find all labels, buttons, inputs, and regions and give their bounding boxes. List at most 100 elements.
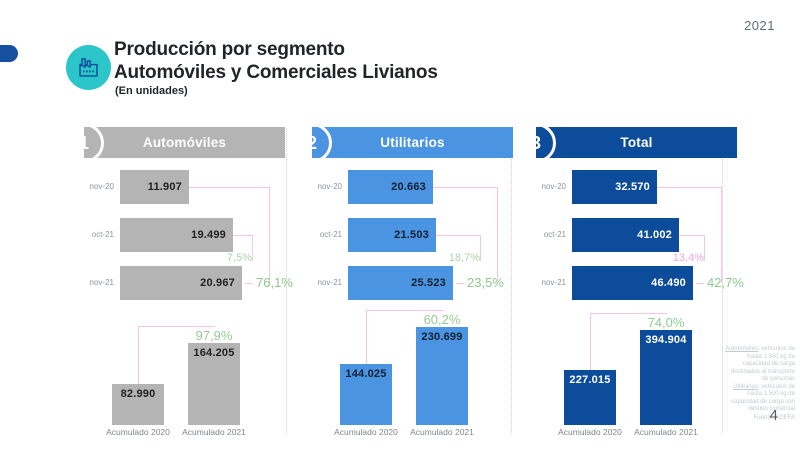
accumulated-bar-chart: 74,0% 227.015 394.904 Acumulado 2020 Acu…	[514, 306, 742, 444]
bar-acumulado-2020: 227.015	[564, 370, 616, 425]
row-label: nov-21	[541, 278, 566, 287]
bar-oct-21: 21.503	[348, 218, 436, 252]
connector-line	[233, 235, 252, 236]
bar-value: 144.025	[345, 368, 387, 380]
panel-divider	[722, 128, 723, 434]
bar-value: 25.523	[411, 277, 446, 289]
axis-label: Acumulado 2021	[410, 427, 474, 437]
row-label: oct-21	[543, 230, 566, 239]
year-badge: 2021	[744, 18, 775, 33]
connector-line	[436, 235, 480, 236]
connector-line	[497, 187, 498, 283]
bar-value: 394.904	[645, 334, 687, 346]
change-label-yoy: 23,5%	[467, 275, 504, 290]
change-label-accumulated: 60,2%	[423, 312, 461, 327]
change-label-accumulated: 74,0%	[647, 315, 685, 330]
page-number: 4	[769, 407, 778, 424]
factory-icon	[66, 45, 111, 90]
accumulated-bar-chart: 97,9% 82.990 164.205 Acumulado 2020 Acum…	[62, 306, 290, 444]
bracket-line	[590, 313, 667, 314]
axis-label: Acumulado 2021	[182, 427, 246, 437]
change-label-yoy: 42,7%	[707, 275, 744, 290]
panel-title: Automóviles	[84, 127, 285, 158]
axis-label: Acumulado 2020	[106, 427, 170, 437]
bracket-line	[138, 326, 139, 384]
monthly-bar-chart: nov-20 oct-21 nov-21 32.570 41.002 46.49…	[514, 166, 744, 306]
connector-line	[269, 187, 270, 283]
change-label-accumulated: 97,9%	[195, 328, 233, 343]
bar-acumulado-2021: 230.699	[416, 327, 468, 425]
connector-line	[189, 187, 269, 188]
accumulated-bar-chart: 60,2% 144.025 230.699 Acumulado 2020 Acu…	[290, 306, 518, 444]
bar-value: 230.699	[421, 331, 463, 343]
connector-line	[657, 187, 721, 188]
footnote: Automóviles: vehículos de hasta 1.500 kg…	[723, 346, 795, 422]
bar-value: 20.967	[200, 277, 235, 289]
bar-value: 227.015	[569, 374, 611, 386]
bar-value: 20.663	[391, 181, 426, 193]
row-label: nov-21	[89, 278, 114, 287]
bracket-line	[366, 310, 443, 311]
bar-nov-21: 46.490	[572, 266, 693, 300]
connector-line	[696, 283, 704, 284]
panel-number-badge: 3	[516, 123, 556, 163]
bracket-line	[590, 313, 591, 370]
change-label-short: 18,7%	[448, 252, 480, 264]
connector-line	[245, 283, 253, 284]
monthly-bar-chart: nov-20 oct-21 nov-21 20.663 21.503 25.52…	[290, 166, 518, 306]
panel-number-badge: 2	[292, 123, 332, 163]
bar-value: 21.503	[394, 229, 429, 241]
axis-label: Acumulado 2020	[334, 427, 398, 437]
bar-nov-21: 25.523	[348, 266, 453, 300]
row-label: nov-21	[317, 278, 342, 287]
row-label: oct-21	[91, 230, 114, 239]
bar-nov-21: 20.967	[120, 266, 242, 300]
bar-value: 41.002	[637, 229, 672, 241]
title-line-2: Automóviles y Comerciales Livianos	[114, 62, 438, 83]
footnote-automoviles: Automóviles: vehículos de hasta 1.500 kg…	[725, 346, 795, 382]
footnote-source: Fuente: ADEFA	[753, 414, 795, 421]
bar-acumulado-2021: 394.904	[640, 330, 692, 425]
connector-line	[679, 235, 704, 236]
bar-oct-21: 19.499	[120, 218, 233, 252]
bar-value: 46.490	[651, 277, 686, 289]
monthly-bar-chart: nov-20 oct-21 nov-21 11.907 19.499 20.96…	[62, 166, 293, 306]
bar-value: 19.499	[191, 229, 226, 241]
row-label: oct-21	[319, 230, 342, 239]
change-label-yoy: 76,1%	[256, 275, 293, 290]
bar-value: 82.990	[120, 388, 156, 400]
bracket-line	[366, 310, 367, 364]
bar-acumulado-2020: 82.990	[112, 384, 164, 425]
panel-automoviles: 1 Automóviles nov-20 oct-21 nov-21 11.90…	[62, 122, 293, 444]
brand-pill	[0, 45, 18, 62]
bar-acumulado-2020: 144.025	[340, 364, 392, 425]
bar-value: 164.205	[193, 347, 235, 359]
axis-label: Acumulado 2020	[558, 427, 622, 437]
panel-divider	[286, 128, 287, 434]
panel-title: Total	[536, 127, 737, 158]
connector-line	[704, 235, 705, 261]
change-label-short: 13,4%	[672, 252, 704, 264]
row-label: nov-20	[89, 182, 114, 191]
bar-acumulado-2021: 164.205	[188, 343, 240, 425]
page-title: Producción por segmento Automóviles y Co…	[114, 38, 438, 84]
panel-number-badge: 1	[64, 123, 104, 163]
row-label: nov-20	[317, 182, 342, 191]
connector-line	[456, 283, 464, 284]
bar-nov-20: 11.907	[120, 170, 189, 204]
bar-nov-20: 20.663	[348, 170, 433, 204]
page-subtitle: (En unidades)	[115, 85, 188, 97]
panel-title: Utilitarios	[312, 127, 513, 158]
connector-line	[252, 235, 253, 261]
change-label-short: 7,5%	[226, 252, 252, 264]
row-label: nov-20	[541, 182, 566, 191]
connector-line	[480, 235, 481, 261]
footnote-utilitarios: Utilitarios: vehículos de hasta 1.500 kg…	[731, 383, 795, 413]
bar-value: 32.570	[615, 181, 650, 193]
bar-value: 11.907	[147, 181, 182, 193]
bar-oct-21: 41.002	[572, 218, 679, 252]
panel-utilitarios: 2 Utilitarios nov-20 oct-21 nov-21 20.66…	[290, 122, 518, 444]
connector-line	[433, 187, 497, 188]
panel-total: 3 Total nov-20 oct-21 nov-21 32.570 41.0…	[514, 122, 744, 444]
